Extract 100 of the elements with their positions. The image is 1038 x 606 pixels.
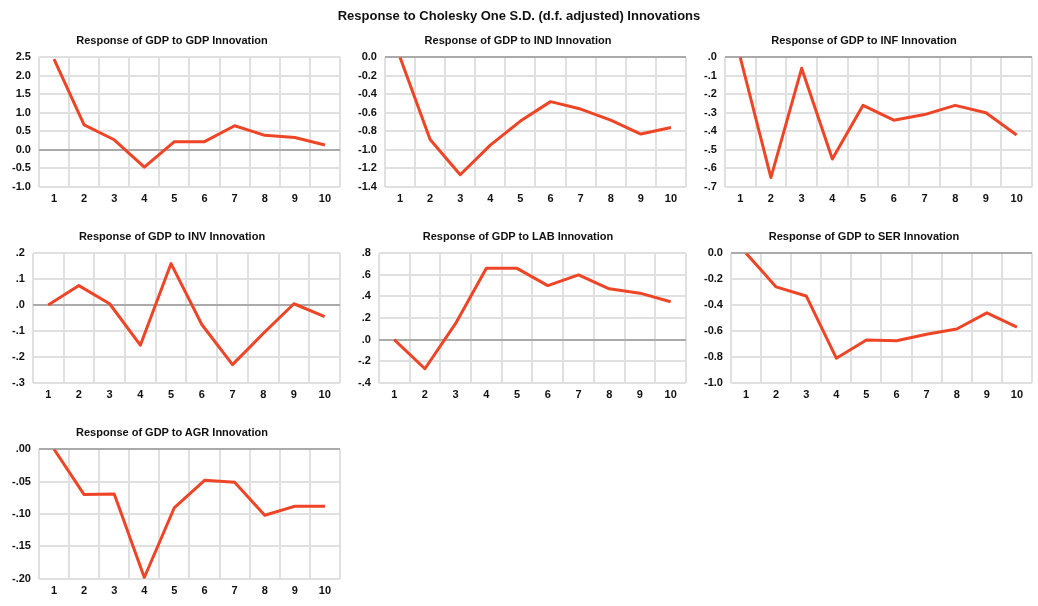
x-tick-label: 4 [141, 584, 149, 597]
x-tick-label: 5 [171, 192, 178, 205]
y-tick-label: -0.6 [703, 323, 723, 336]
y-tick-label: 2.0 [15, 68, 31, 81]
x-tick-label: 1 [391, 388, 398, 401]
y-tick-label: -1.2 [357, 161, 377, 174]
y-tick-label: -.3 [11, 375, 25, 388]
x-tick-label: 10 [318, 584, 332, 597]
y-tick-label: .1 [15, 272, 25, 285]
x-tick-label: 10 [664, 388, 677, 401]
text: Response to Cholesky One S.D. (d.f. adjusted) Innovations [336, 8, 702, 23]
y-tick-label: 0.5 [15, 124, 31, 137]
y-tick-label: -0.4 [703, 298, 724, 311]
y-tick-label: .8 [361, 246, 371, 259]
x-tick-label: 8 [261, 192, 268, 205]
x-tick-label: 5 [168, 388, 175, 401]
y-tick-label: -.2 [357, 354, 371, 367]
x-tick-label: 4 [137, 388, 145, 401]
x-tick-label: 3 [457, 192, 464, 205]
x-tick-label: 10 [1010, 192, 1023, 205]
y-tick-label: -0.2 [703, 272, 723, 285]
x-tick-label: 7 [921, 192, 928, 205]
y-tick-label: .4 [361, 289, 372, 302]
chart-title: Response of GDP to IND Innovation [424, 33, 612, 46]
x-tick-label: 2 [421, 388, 428, 401]
y-tick-label: 0.0 [361, 50, 377, 63]
x-tick-label: 8 [607, 192, 614, 205]
x-tick-label: 2 [427, 192, 434, 205]
y-tick-label: -.6 [703, 161, 717, 174]
y-tick-label: -0.2 [357, 68, 377, 81]
y-tick-label: 1.0 [15, 105, 31, 118]
x-tick-label: 4 [483, 388, 491, 401]
x-tick-label: 9 [982, 192, 989, 205]
y-tick-label: -.5 [703, 142, 717, 155]
x-tick-label: 4 [829, 192, 837, 205]
x-tick-label: 4 [833, 388, 841, 401]
x-tick-label: 8 [261, 584, 268, 597]
chart-title: Response of GDP to INV Innovation [78, 229, 266, 242]
y-tick-label: -0.8 [357, 124, 377, 137]
y-tick-label: .2 [361, 311, 371, 324]
x-tick-label: 10 [318, 388, 331, 401]
x-tick-label: 8 [606, 388, 613, 401]
x-tick-label: 2 [767, 192, 774, 205]
x-tick-label: 7 [923, 388, 930, 401]
chart-title: Response of GDP to AGR Innovation [76, 425, 269, 438]
x-tick-label: 9 [637, 192, 644, 205]
x-tick-label: 3 [798, 192, 805, 205]
x-tick-label: 8 [260, 388, 267, 401]
y-tick-label: -.1 [11, 323, 25, 336]
x-tick-label: 1 [737, 192, 744, 205]
x-tick-label: 6 [544, 388, 551, 401]
x-tick-label: 6 [201, 584, 208, 597]
y-tick-label: -1.4 [357, 179, 378, 192]
chart-title: Response of GDP to INF Innovation [771, 33, 958, 46]
y-tick-label: -0.5 [11, 161, 31, 174]
y-tick-label: -.20 [11, 571, 31, 584]
chart-title: Response of GDP to LAB Innovation [422, 229, 614, 242]
x-tick-label: 2 [81, 192, 88, 205]
y-tick-label: 1.5 [15, 87, 31, 100]
y-tick-label: -.10 [11, 507, 31, 520]
x-tick-label: 10 [664, 192, 678, 205]
x-tick-label: 2 [75, 388, 82, 401]
x-tick-label: 6 [547, 192, 554, 205]
chart-title: Response of GDP to GDP Innovation [76, 33, 269, 46]
y-tick-label: .0 [361, 332, 371, 345]
y-tick-label: 0.0 [15, 142, 31, 155]
y-tick-label: -.1 [703, 68, 717, 81]
x-tick-label: 10 [318, 192, 332, 205]
y-tick-label: 2.5 [15, 50, 31, 63]
x-tick-label: 9 [291, 192, 298, 205]
y-tick-label: -.4 [703, 124, 718, 137]
y-tick-label: -1.0 [357, 142, 377, 155]
y-tick-label: .2 [15, 246, 25, 259]
y-tick-label: -1.0 [703, 375, 723, 388]
x-tick-label: 6 [201, 192, 208, 205]
y-tick-label: .00 [15, 442, 31, 455]
x-tick-label: 1 [45, 388, 52, 401]
y-tick-label: .0 [15, 298, 25, 311]
x-tick-label: 3 [111, 192, 118, 205]
y-tick-label: -.3 [703, 105, 717, 118]
x-tick-label: 2 [81, 584, 88, 597]
x-tick-label: 7 [231, 584, 238, 597]
x-tick-label: 7 [231, 192, 238, 205]
x-tick-label: 1 [50, 192, 58, 205]
x-tick-label: 5 [171, 584, 178, 597]
y-tick-label: -.2 [703, 87, 717, 100]
chart-title: Response of GDP to SER Innovation [768, 229, 960, 242]
x-tick-label: 3 [803, 388, 810, 401]
y-tick-label: -.2 [11, 349, 25, 362]
x-tick-label: 3 [106, 388, 113, 401]
x-tick-label: 4 [487, 192, 495, 205]
y-tick-label: -0.8 [703, 349, 723, 362]
x-tick-label: 7 [575, 388, 582, 401]
x-tick-label: 10 [1010, 388, 1024, 401]
x-tick-label: 6 [893, 388, 900, 401]
x-tick-label: 8 [953, 388, 960, 401]
x-tick-label: 1 [396, 192, 404, 205]
x-tick-label: 9 [636, 388, 643, 401]
x-tick-label: 5 [514, 388, 521, 401]
x-tick-label: 7 [577, 192, 584, 205]
